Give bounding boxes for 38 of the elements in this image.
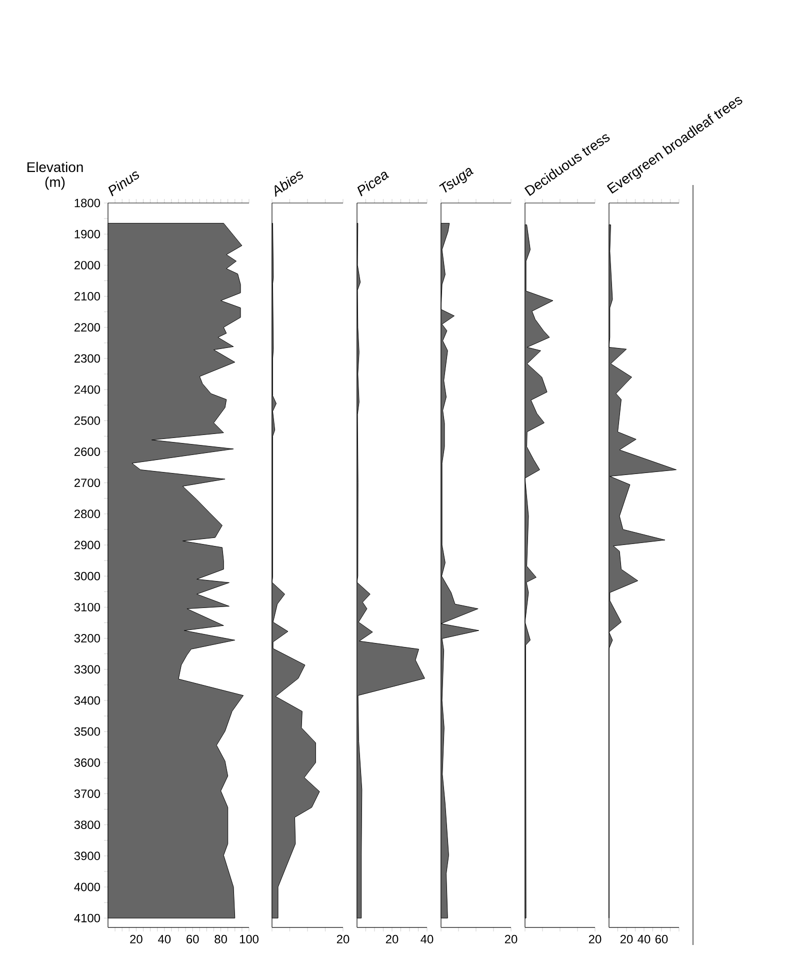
y-tick-label: 1800 xyxy=(74,198,100,208)
x-tick-label: 80 xyxy=(214,934,227,944)
x-tick-label: 20 xyxy=(588,934,602,944)
y-tick-label: 3600 xyxy=(74,758,100,767)
x-tick-label: 20 xyxy=(620,934,633,944)
x-tick-label: 20 xyxy=(130,934,142,944)
x-tick-label: 20 xyxy=(386,934,398,944)
y-tick-label: 2700 xyxy=(74,478,100,488)
y-tick-label: 2800 xyxy=(74,510,100,518)
y-tick-label: 3800 xyxy=(74,820,100,830)
x-tick-label: 100 xyxy=(240,934,259,944)
y-tick-label: 3200 xyxy=(74,634,100,642)
y-tick-label: 1900 xyxy=(74,230,100,238)
y-tick-label: 2500 xyxy=(74,416,100,425)
y-tick-label: 3700 xyxy=(74,789,100,798)
y-tick-label: 3500 xyxy=(74,727,100,736)
y-tick-label: 3400 xyxy=(74,696,100,705)
y-tick-label: 2900 xyxy=(74,540,100,550)
x-tick-label: 40 xyxy=(420,934,434,944)
y-axis-title: Elevation (m) xyxy=(27,162,83,190)
y-tick-label: 3000 xyxy=(74,572,100,580)
y-tick-label: 2600 xyxy=(74,447,100,456)
x-tick-label: 60 xyxy=(186,934,199,944)
y-tick-label: 2300 xyxy=(74,354,100,363)
y-tick-label: 2000 xyxy=(74,260,100,270)
x-tick-label: 20 xyxy=(336,934,350,944)
x-tick-label: 40 xyxy=(638,934,650,944)
y-tick-label: 2400 xyxy=(74,385,100,394)
x-tick-label: 60 xyxy=(655,934,668,944)
x-tick-label: 20 xyxy=(504,934,518,944)
y-tick-label: 2100 xyxy=(74,292,100,300)
y-tick-label: 3900 xyxy=(74,852,100,860)
y-tick-label: 4000 xyxy=(74,882,100,892)
x-tick-label: 40 xyxy=(158,934,171,944)
y-tick-label: 3100 xyxy=(74,602,100,612)
y-tick-label: 4100 xyxy=(74,914,100,922)
y-tick-label: 3300 xyxy=(74,665,100,674)
y-tick-label: 2200 xyxy=(74,323,100,332)
